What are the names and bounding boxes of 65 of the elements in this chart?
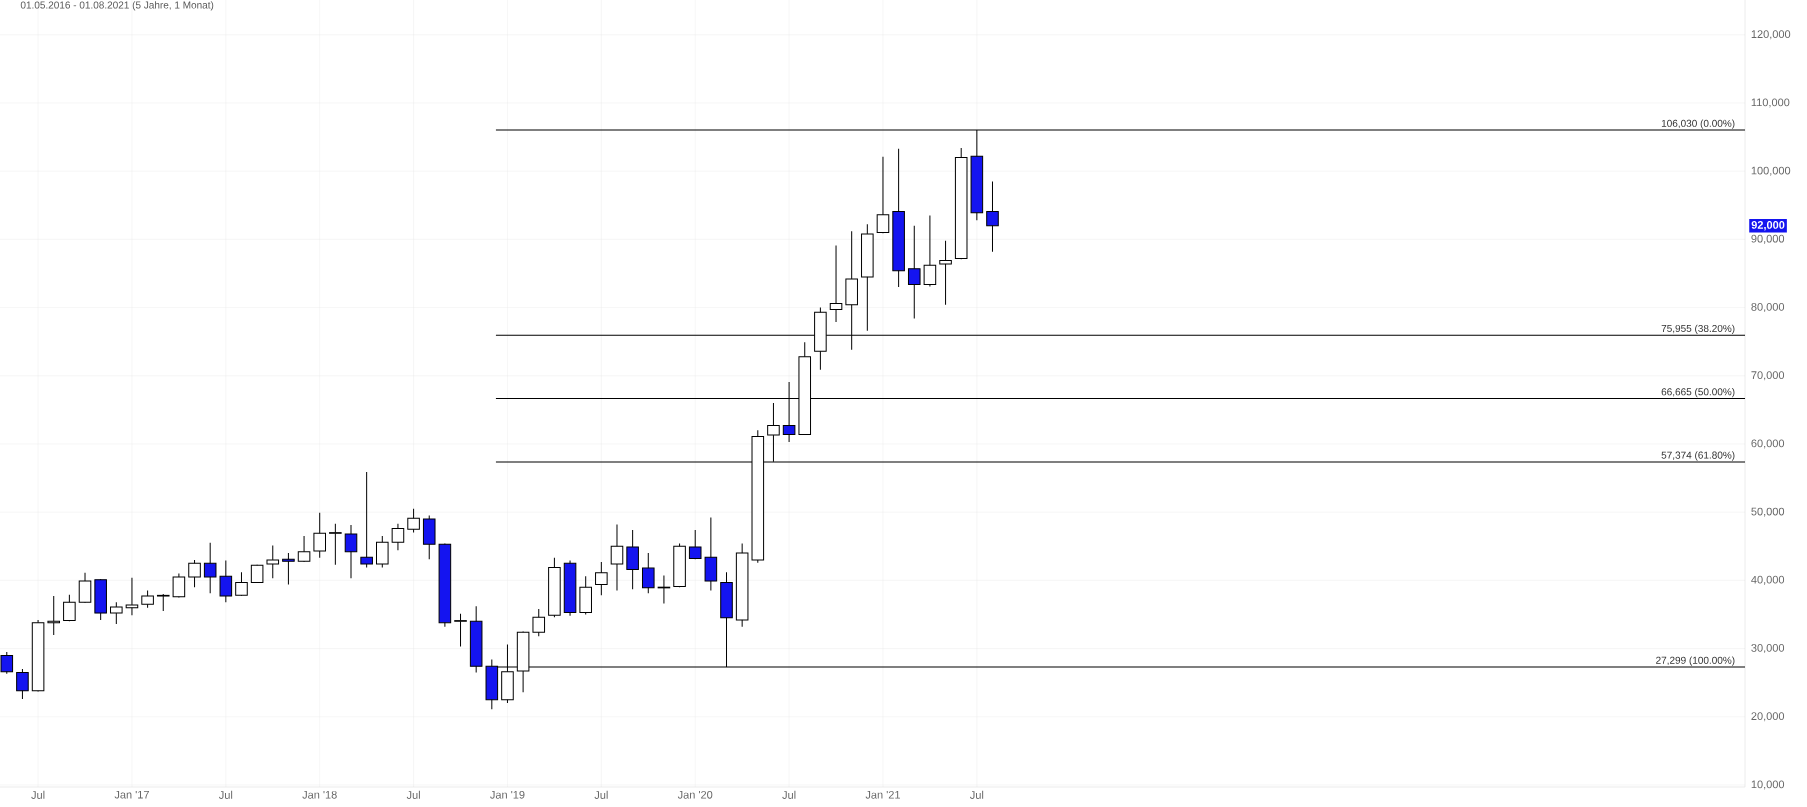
candlestick	[266, 545, 280, 579]
candlestick	[610, 523, 624, 592]
candlestick	[188, 559, 201, 588]
x-tick-label: Jan '18	[302, 790, 337, 799]
x-tick-label: Jul	[782, 790, 796, 799]
x-tick-label: Jul	[218, 790, 233, 799]
candlestick	[110, 601, 123, 625]
candlestick	[0, 651, 14, 675]
ref-line-label: 66,665 (50.00%)	[1661, 388, 1735, 398]
x-tick-label: Jan '17	[114, 790, 149, 799]
candlestick	[203, 542, 217, 594]
x-tick-label: Jan '21	[865, 790, 900, 799]
candlestick	[454, 613, 467, 648]
y-tick-label: 100,000	[1751, 166, 1791, 176]
y-tick-label: 50,000	[1751, 507, 1785, 517]
x-tick-label: Jul	[31, 790, 45, 799]
y-tick-label: 90,000	[1751, 234, 1785, 244]
candlestick	[704, 517, 718, 592]
candlestick	[641, 552, 655, 594]
candlestick	[876, 156, 890, 234]
candlestick	[282, 552, 295, 585]
x-tick-label: Jul	[969, 790, 984, 799]
candlestick	[391, 523, 405, 551]
candlestick	[923, 215, 937, 287]
candlestick	[376, 535, 389, 568]
candlestick	[313, 512, 326, 559]
ref-line-label: 75,955 (38.20%)	[1661, 324, 1735, 334]
y-tick-label: 120,000	[1751, 30, 1791, 40]
candlestick	[907, 225, 921, 319]
y-tick-label: 20,000	[1751, 712, 1785, 722]
y-tick-label: 110,000	[1751, 98, 1790, 108]
candlestick	[986, 180, 999, 253]
y-tick-label: 10,000	[1751, 780, 1785, 790]
y-tick-label: 40,000	[1751, 575, 1785, 585]
candlestick	[297, 535, 311, 563]
y-tick-label: 60,000	[1751, 439, 1785, 449]
candlestick	[329, 523, 342, 566]
x-tick-label: Jul	[406, 790, 420, 799]
candlestick	[688, 529, 702, 560]
candlestick	[125, 577, 139, 616]
x-tick-label: Jan '20	[677, 790, 713, 799]
y-tick-label: 70,000	[1751, 371, 1785, 381]
candlestick	[344, 524, 358, 579]
candlestick	[657, 575, 671, 605]
candlestick	[595, 561, 608, 596]
y-tick-label: 30,000	[1751, 644, 1785, 654]
candlestick	[939, 240, 952, 306]
candlestick	[360, 471, 373, 568]
candlestick	[626, 529, 639, 590]
candlestick	[78, 572, 92, 604]
candlestick	[532, 608, 546, 637]
candlestick	[219, 560, 233, 603]
chart-subtitle: 01.05.2016 - 01.08.2021 (5 Jahre, 1 Monat)	[20, 1, 214, 11]
ref-line-label: 106,030 (0.00%)	[1661, 119, 1735, 129]
ref-line-label: 57,374 (61.80%)	[1661, 451, 1735, 461]
x-tick-label: Jan '19	[490, 790, 525, 799]
candlestick	[47, 595, 61, 636]
text: 92,000	[1751, 221, 1785, 231]
candlestick	[16, 668, 29, 700]
ref-line-label: 27,299 (100.00%)	[1656, 656, 1735, 666]
y-tick-label: 80,000	[1751, 303, 1785, 313]
candlestick	[63, 594, 76, 622]
candlestick	[829, 245, 843, 323]
candlestick	[407, 508, 420, 534]
x-tick-label: Jul	[594, 790, 608, 799]
